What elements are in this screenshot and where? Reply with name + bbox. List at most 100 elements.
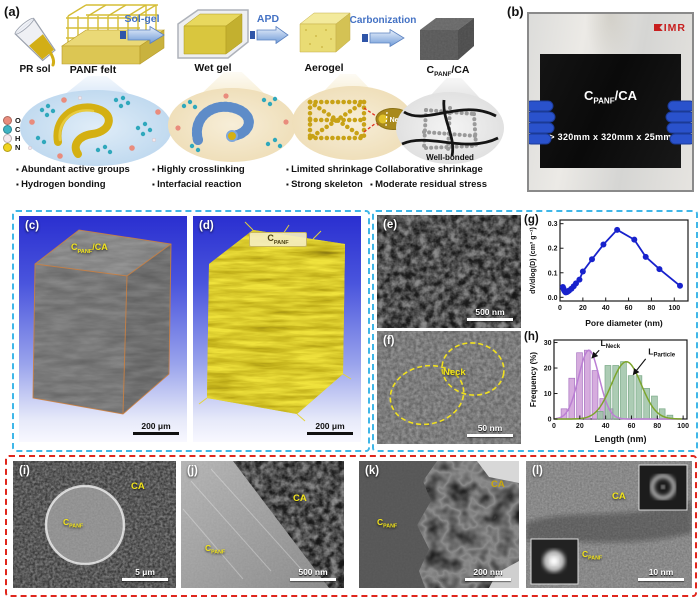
svg-text:20: 20 [579, 305, 587, 312]
label-panf-sub: PANF [211, 549, 226, 556]
bullet-item: Hydrogen bonding [16, 177, 156, 192]
panf-chemistry-illustration [20, 90, 172, 166]
svg-text:40: 40 [602, 423, 610, 430]
svg-text:100: 100 [668, 305, 680, 312]
panel-h-letter: (h) [524, 331, 539, 343]
atom-symbol: C [15, 125, 21, 134]
sem-porous-texture [377, 215, 521, 328]
panel-c-image: (c) CPANF/CA 200 μm [19, 216, 187, 442]
scalebar-text: 200 μm [141, 421, 171, 431]
bullet-item: Highly crosslinking [152, 162, 292, 177]
panel-g-chart: (g) 0 20 40 60 80 100 0.0 0.1 0.2 0.3 Pore diamete… [524, 214, 694, 329]
plate-sample-label: CPANF/CA [540, 88, 681, 106]
label-panf-sub: PANF [383, 523, 398, 530]
panel-e-letter: (e) [383, 219, 398, 231]
annotation-cpanf-ca: CPANF/CA [71, 242, 108, 255]
svg-text:Pore diameter (nm): Pore diameter (nm) [585, 318, 663, 328]
panel-h-chart: (h) LNeck LParticle 0 20 40 60 80 100 0 10 20 30 Len… [524, 331, 694, 445]
panel-j-letter: (j) [187, 465, 198, 477]
aerogel-illustration [299, 12, 351, 53]
fft-inset-cpanf [530, 538, 579, 585]
annotation-neck: Neck [443, 367, 466, 378]
scalebar: 200 nm [465, 567, 511, 581]
sample-plate: CPANF/CA > 320mm x 320mm x 25mm [540, 54, 681, 168]
panel-e-image: (e) 500 nm [377, 215, 521, 328]
arrow-label-carbonization: Carbonization [349, 15, 417, 26]
panel-l-image: (l) CA CPANF 10 nm [526, 461, 692, 588]
label-panf-sub: PANF [588, 555, 603, 562]
label-c: C [582, 549, 589, 559]
bullet-item: Interfacial reaction [152, 177, 292, 192]
scalebar-text: 5 μm [135, 567, 155, 577]
panel-b-photo: IMR CPANF/CA > 320mm x 320mm x 25mm [527, 12, 694, 192]
bullets-panf-felt: Abundant active groups Hydrogen bonding [16, 162, 156, 192]
label-c: C [267, 233, 274, 243]
scalebar: 500 nm [290, 567, 336, 581]
panel-f-image: (f) Neck 50 nm [377, 331, 521, 444]
sem-fiber-cross-section [13, 461, 176, 588]
fft-inset-ca [638, 464, 688, 511]
svg-text:Length (nm): Length (nm) [595, 434, 647, 444]
label-slash-ca: /CA [614, 88, 638, 103]
legend-row-O: O [3, 116, 21, 125]
atom-dot-C [3, 125, 12, 134]
scalebar-text: 50 nm [477, 423, 503, 433]
left-glove [529, 100, 556, 145]
label-slash-ca: /CA [92, 242, 108, 252]
svg-text:20: 20 [544, 366, 552, 373]
stage-label-cpanf-ca: CPANF/CA [416, 64, 480, 78]
annotation-cpanf-tag: CPANF [249, 232, 307, 247]
tem-interface-flakes [359, 461, 519, 588]
beaker-icon [14, 17, 56, 67]
scalebar-line [467, 318, 513, 321]
process-arrow-icon [362, 29, 405, 47]
svg-text:80: 80 [653, 423, 661, 430]
legend-row-C: C [3, 125, 21, 134]
svg-text:30: 30 [544, 340, 552, 347]
scalebar-text: 10 nm [648, 567, 674, 577]
scalebar: 200 μm [133, 421, 179, 435]
annotation-cpanf: CPANF [377, 517, 397, 530]
svg-text:dV/dlog(D) (cm³ g⁻¹): dV/dlog(D) (cm³ g⁻¹) [530, 227, 537, 294]
atom-symbol: O [15, 116, 21, 125]
svg-text:60: 60 [625, 305, 633, 312]
bullet-item: Abundant active groups [16, 162, 156, 177]
panel-i-letter: (i) [19, 465, 30, 477]
pore-size-distribution-plot: 0 20 40 60 80 100 0.0 0.1 0.2 0.3 Pore diameter (n… [530, 219, 689, 328]
svg-text:80: 80 [648, 305, 656, 312]
panel-a: (a) PR sol [0, 0, 525, 212]
panel-d-image: (d) CPANF 200 μm [193, 216, 361, 442]
scalebar-line [133, 432, 179, 435]
label-c: C [71, 242, 78, 252]
scalebar: 500 nm [467, 307, 513, 321]
annotation-ca: CA [131, 481, 145, 492]
svg-text:0.0: 0.0 [548, 295, 558, 302]
scalebar-text: 500 nm [298, 567, 328, 577]
svg-text:0: 0 [548, 417, 552, 424]
label-c: C [205, 543, 212, 553]
svg-text:Frequency (%): Frequency (%) [529, 352, 538, 407]
ct-block-fibers [198, 221, 352, 422]
process-arrow-icon [120, 26, 165, 44]
scalebar-text: 500 nm [475, 307, 505, 317]
bullet-item: Moderate residual stress [370, 177, 510, 192]
bullets-wet-gel: Highly crosslinking Interfacial reaction [152, 162, 292, 192]
process-arrow-icon [250, 26, 289, 44]
scalebar-line [465, 578, 511, 581]
panel-f-letter: (f) [383, 335, 395, 347]
bullets-aerogel: Limited shrinkage Strong skeleton [286, 162, 398, 192]
svg-text:60: 60 [628, 423, 636, 430]
atom-dot-N [3, 143, 12, 152]
atom-legend: O C H N [3, 116, 21, 152]
annotation-cpanf: CPANF [205, 543, 225, 556]
imr-flag-icon [653, 24, 663, 31]
imr-logo: IMR [653, 22, 686, 34]
panel-c-letter: (c) [25, 220, 40, 232]
annotation-ca: CA [612, 491, 626, 502]
scalebar: 5 μm [122, 567, 168, 581]
svg-text:0.1: 0.1 [548, 270, 558, 277]
scalebar-line [307, 432, 353, 435]
atom-symbol: N [15, 143, 21, 152]
panel-d-letter: (d) [199, 220, 214, 232]
